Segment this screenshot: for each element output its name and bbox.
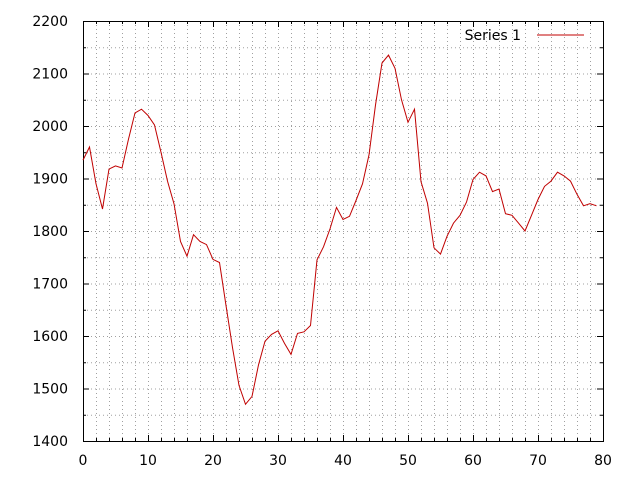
y-tick-label: 1400 — [32, 434, 68, 450]
y-tick-label: 1500 — [32, 382, 68, 398]
x-tick-label: 50 — [399, 453, 417, 469]
y-tick-label: 2100 — [32, 67, 68, 83]
x-tick-label: 70 — [529, 453, 547, 469]
series-line-1 — [82, 54, 597, 406]
y-tick-label: 1800 — [32, 224, 68, 240]
legend: Series 1 — [465, 28, 584, 44]
legend-label-series-1: Series 1 — [465, 28, 521, 44]
x-tick-label: 60 — [464, 453, 482, 469]
y-tick-label: 1700 — [32, 277, 68, 293]
x-axis: 0 10 20 30 40 50 60 70 80 — [79, 21, 612, 469]
x-tick-label: 10 — [139, 453, 157, 469]
x-tick-label: 80 — [594, 453, 612, 469]
x-tick-label: 0 — [79, 453, 88, 469]
y-tick-label: 1900 — [32, 172, 68, 188]
x-tick-label: 40 — [334, 453, 352, 469]
y-tick-label: 2200 — [32, 14, 68, 30]
series-lines — [82, 54, 597, 406]
y-tick-label: 2000 — [32, 119, 68, 135]
y-tick-label: 1600 — [32, 329, 68, 345]
y-axis: 1400 1500 1600 1700 1800 1900 2000 2100 2200 — [32, 14, 603, 450]
grid-lines — [83, 21, 603, 441]
x-tick-label: 30 — [269, 453, 287, 469]
x-tick-label: 20 — [204, 453, 222, 469]
